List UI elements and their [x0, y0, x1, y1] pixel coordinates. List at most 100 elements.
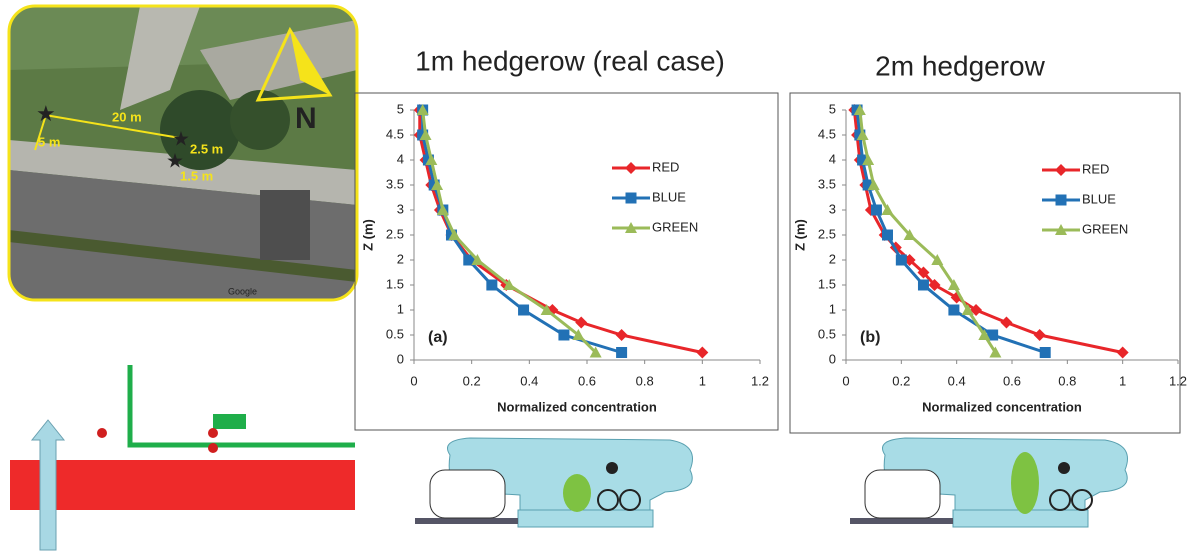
- data-point: [870, 204, 882, 216]
- series-line: [858, 109, 997, 354]
- map-label: 5 m: [38, 134, 60, 149]
- legend-marker: [1055, 194, 1067, 206]
- x-tick-label: 0.2: [463, 373, 481, 388]
- blue-star: ★: [36, 101, 56, 126]
- y-tick-label: 3: [829, 201, 836, 216]
- legend-marker: [1055, 164, 1067, 176]
- data-point: [882, 229, 893, 241]
- legend-label: RED: [652, 159, 679, 174]
- data-point: [436, 204, 449, 215]
- x-tick-label: 0.6: [1003, 373, 1021, 388]
- x-tick-label: 1.2: [1169, 373, 1187, 388]
- y-tick-label: 0: [397, 351, 404, 366]
- sensor-dot: [208, 443, 218, 453]
- data-point: [575, 316, 588, 329]
- data-point: [503, 279, 516, 290]
- road: [10, 460, 355, 510]
- data-point: [1000, 316, 1013, 329]
- data-point: [961, 304, 974, 315]
- sensor-dot: [97, 428, 107, 438]
- data-point: [558, 329, 570, 341]
- x-tick-label: 0: [842, 373, 849, 388]
- data-point: [419, 129, 432, 140]
- data-point: [486, 279, 498, 291]
- y-tick-label: 1.5: [386, 276, 404, 291]
- data-point: [1116, 346, 1129, 359]
- x-axis-label: Normalized concentration: [497, 399, 657, 414]
- data-point: [431, 179, 444, 190]
- data-point: [696, 346, 709, 359]
- y-tick-label: 1: [829, 301, 836, 316]
- green-star: ★: [172, 128, 190, 150]
- data-point: [425, 154, 438, 165]
- chart-title: 2m hedgerow: [875, 50, 1045, 81]
- legend-label: BLUE: [652, 189, 686, 204]
- data-point: [853, 104, 866, 115]
- y-tick-label: 2.5: [386, 226, 404, 241]
- data-point: [928, 279, 941, 291]
- legend-label: RED: [1082, 161, 1109, 176]
- legend-marker: [625, 192, 637, 204]
- data-point: [978, 329, 991, 340]
- data-point: [917, 266, 930, 279]
- data-point: [616, 347, 628, 358]
- y-tick-label: 3.5: [818, 176, 836, 191]
- y-tick-label: 2: [829, 251, 836, 266]
- data-point: [1033, 329, 1046, 341]
- panel-label: (b): [860, 329, 880, 346]
- data-point: [1039, 347, 1051, 358]
- x-tick-label: 0.4: [948, 373, 966, 388]
- data-point: [895, 254, 907, 266]
- x-axis-label: Normalized concentration: [922, 399, 1082, 414]
- map-credit: Google: [228, 286, 257, 296]
- data-point: [448, 229, 461, 240]
- y-tick-label: 0.5: [386, 326, 404, 341]
- y-tick-label: 4: [397, 151, 404, 166]
- x-tick-label: 1: [1119, 373, 1126, 388]
- x-tick-label: 0.6: [578, 373, 596, 388]
- data-point: [947, 279, 960, 290]
- street-diagram: [415, 437, 693, 528]
- data-point: [572, 329, 585, 340]
- data-point: [931, 254, 944, 265]
- legend-label: GREEN: [652, 219, 698, 234]
- north-arrow: [290, 30, 330, 95]
- chart-title: 1m hedgerow (real case): [415, 45, 725, 76]
- x-tick-label: 0.8: [1058, 373, 1076, 388]
- data-point: [903, 229, 916, 240]
- legend-label: GREEN: [1082, 221, 1128, 236]
- hedge-line: [127, 365, 355, 448]
- data-point: [867, 179, 880, 190]
- map-label: 20 m: [112, 109, 142, 124]
- map-label: 1.5 m: [180, 168, 213, 183]
- sensor-dot: [208, 428, 218, 438]
- y-axis-label: Z (m): [792, 219, 807, 251]
- data-point: [987, 329, 999, 341]
- y-tick-label: 2.5: [818, 226, 836, 241]
- map-frame: [7, 4, 359, 302]
- x-tick-label: 0.2: [892, 373, 910, 388]
- data-point: [471, 254, 484, 265]
- y-tick-label: 0.5: [818, 326, 836, 341]
- y-tick-label: 4.5: [386, 126, 404, 141]
- y-tick-label: 3: [397, 201, 404, 216]
- data-point: [518, 304, 530, 316]
- data-point: [862, 154, 875, 165]
- x-tick-label: 1.2: [751, 373, 769, 388]
- y-tick-label: 5: [397, 101, 404, 116]
- y-tick-label: 2: [397, 251, 404, 266]
- panel-label: (a): [428, 329, 448, 346]
- y-tick-label: 4: [829, 151, 836, 166]
- data-point: [416, 104, 429, 115]
- map-label: 2.5 m: [190, 141, 223, 156]
- x-tick-label: 1: [699, 373, 706, 388]
- red-star: ★: [166, 150, 184, 172]
- data-point: [970, 304, 983, 316]
- x-tick-label: 0: [410, 373, 417, 388]
- north-label: N: [295, 102, 317, 135]
- y-tick-label: 1.5: [818, 276, 836, 291]
- y-tick-label: 5: [829, 101, 836, 116]
- data-point: [881, 204, 894, 215]
- x-tick-label: 0.4: [520, 373, 538, 388]
